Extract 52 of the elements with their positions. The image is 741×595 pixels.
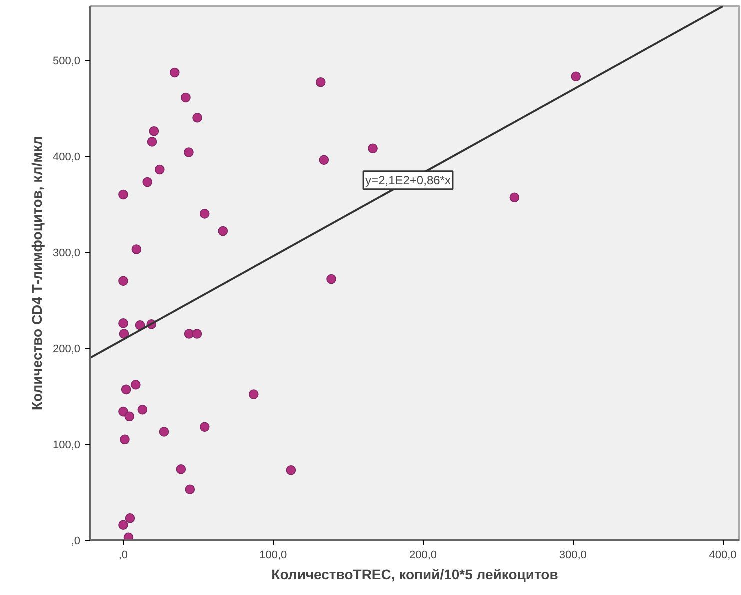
point [185,484,196,494]
point [571,72,582,82]
point [192,329,202,339]
point [142,177,153,188]
y-axis-title: Количество CD4 Т-лимфоцитов, кл/мкл [28,136,45,411]
y-tick-label: 400,0 [52,151,81,164]
x-tick-label: 300,0 [559,550,587,562]
x-tick-label: 200,0 [409,550,438,562]
point [121,384,132,395]
x-tick-label: ,0 [118,550,128,562]
point [316,77,326,88]
point [119,329,130,339]
point [124,412,135,422]
point [147,137,158,147]
point [118,318,128,328]
point [149,126,160,136]
point [135,320,146,330]
y-tick-label: 300,0 [52,247,81,260]
point [124,532,134,540]
point [319,155,330,166]
point [286,465,296,476]
point [118,276,128,286]
point [170,68,180,78]
point [176,464,186,474]
x-axis-title: КоличествоTREC, копий/10*5 лейкоцитов [272,566,559,582]
point [131,380,141,390]
point [326,274,336,284]
point [200,209,210,219]
point [510,192,520,203]
point [159,427,170,437]
point [154,164,165,175]
point [368,144,378,154]
point [118,190,128,200]
point [181,92,191,103]
point [125,514,136,524]
point [218,226,228,236]
point [184,329,194,339]
y-tick-label: 500,0 [52,55,81,68]
point [132,244,142,254]
point [248,390,259,400]
x-tick-label: 100,0 [260,550,288,562]
annotation: y=2,1E2+0,86*x [366,173,451,188]
point [118,520,128,530]
y-tick-label: 100,0 [52,439,81,452]
point [200,422,210,432]
point [192,113,202,123]
y-tick-label: ,0 [71,536,81,548]
y-tick-label: 200,0 [52,343,81,356]
point [120,434,130,445]
point [184,148,194,158]
x-tick-label: 400,0 [709,550,737,562]
point [138,404,148,415]
